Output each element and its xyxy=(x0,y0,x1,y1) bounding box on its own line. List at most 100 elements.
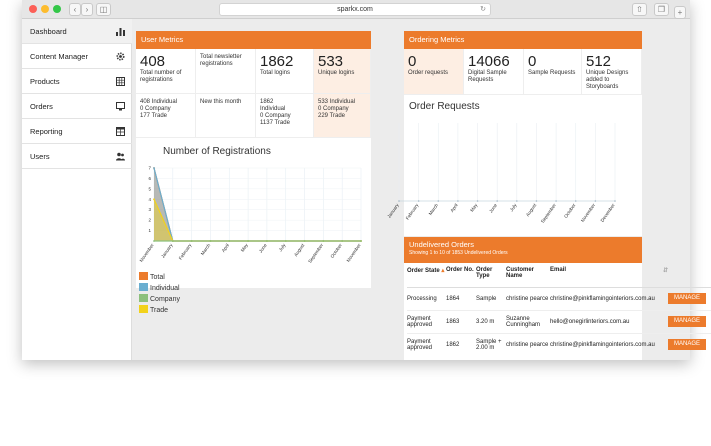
metric-registrations-breakdown: 408 Individual 0 Company 177 Trade xyxy=(136,94,196,138)
sidebar-item-users[interactable]: Users xyxy=(22,144,132,169)
metric-label: Total newsletter registrations xyxy=(200,54,242,67)
sidebar-item-dashboard[interactable]: Dashboard xyxy=(22,19,132,44)
column-header-email[interactable]: Email ⇵ xyxy=(550,267,668,274)
metric-total-registrations: 408 Total number of registrations xyxy=(136,49,196,94)
metric-value: 408 xyxy=(140,53,166,70)
reload-icon[interactable]: ↻ xyxy=(480,6,486,13)
order-requests-chart-title: Order Requests xyxy=(409,101,480,112)
address-url: sparkx.com xyxy=(337,6,373,13)
metric-label: Digital Sample Requests xyxy=(468,70,507,83)
forward-icon[interactable]: › xyxy=(81,3,93,16)
undelivered-orders-header: Undelivered Orders Showing 1 to 10 of 18… xyxy=(404,237,642,263)
column-header-customer-name[interactable]: Customer Name xyxy=(506,267,535,279)
metric-unique-designs: 512 Unique Designs added to Storyboards xyxy=(582,49,642,95)
metric-line: New this month xyxy=(200,99,242,105)
metric-line: 408 Individual xyxy=(140,99,178,105)
order-no: 1862 xyxy=(446,341,460,348)
metric-total-logins: 1862 Total logins xyxy=(256,49,314,94)
metric-label: Total number of registrations xyxy=(140,70,182,83)
metric-label: Total logins xyxy=(260,70,291,76)
browser-titlebar: ‹ › ◫ sparkx.com ↻ ⇧ ❐ + xyxy=(22,0,690,19)
metric-line: 177 Trade xyxy=(140,113,168,119)
table-row: Payment approved 1862 Sample + 2.00 m ch… xyxy=(407,333,711,356)
sidebar-item-label: Products xyxy=(30,77,60,86)
sidebar-item-label: Dashboard xyxy=(30,27,67,36)
table-row: Processing 1864 Sample christine pearce … xyxy=(407,287,711,310)
sidebar-item-orders[interactable]: Orders xyxy=(22,94,132,119)
legend-individual: Individual xyxy=(139,283,180,293)
column-header-action xyxy=(668,265,711,287)
sidebar-item-label: Content Manager xyxy=(30,52,88,61)
user-metrics-panel: User Metrics 408 Total number of registr… xyxy=(136,31,371,288)
metric-value: 14066 xyxy=(468,53,510,70)
metric-line: 229 Trade xyxy=(318,113,346,119)
column-header-order-type[interactable]: Order Type xyxy=(476,267,493,279)
metric-digital-sample-requests: 14066 Digital Sample Requests xyxy=(464,49,524,95)
sidebar-item-label: Reporting xyxy=(30,127,63,136)
gear-icon xyxy=(116,52,125,61)
sidebar-item-products[interactable]: Products xyxy=(22,69,132,94)
sidebar-toggle-icon[interactable]: ◫ xyxy=(96,3,111,16)
manage-button[interactable]: MANAGE xyxy=(668,316,707,327)
metric-logins-breakdown: 1862 Individual 0 Company 1137 Trade xyxy=(256,94,314,138)
metric-new-this-month: New this month xyxy=(196,94,256,138)
zoom-window-icon[interactable] xyxy=(53,5,61,13)
legend-swatch xyxy=(139,272,148,280)
legend-company: Company xyxy=(139,294,180,304)
table-header-row: Order State ▴ Order No. Order Type Custo… xyxy=(407,265,711,287)
back-icon[interactable]: ‹ xyxy=(69,3,81,16)
main-content: User Metrics 408 Total number of registr… xyxy=(132,19,711,360)
address-bar[interactable]: sparkx.com ↻ xyxy=(219,3,491,16)
manage-button[interactable]: MANAGE xyxy=(668,293,707,304)
share-icon[interactable]: ⇧ xyxy=(632,3,647,16)
metric-value: 512 xyxy=(586,53,612,70)
sidebar-item-label: Users xyxy=(30,152,50,161)
customer-email: christine@pinkflamingointeriors.com.au xyxy=(550,295,655,302)
new-tab-icon[interactable]: + xyxy=(674,6,686,19)
order-type: 3.20 m xyxy=(476,318,495,325)
metric-line: Individual xyxy=(260,106,286,112)
undelivered-orders-count: Showing 1 to 10 of 1853 Undelivered Orde… xyxy=(409,250,508,256)
users-icon xyxy=(116,152,125,161)
monitor-icon xyxy=(116,102,125,111)
metric-value: 533 xyxy=(318,53,344,70)
metric-line: 0 Company xyxy=(260,113,291,119)
order-type: Sample + 2.00 m xyxy=(476,338,502,351)
manage-button[interactable]: MANAGE xyxy=(668,339,707,351)
tabs-icon[interactable]: ❐ xyxy=(654,3,669,16)
customer-email: hello@onegirlinteriors.com.au xyxy=(550,318,630,325)
metric-label: Unique logins xyxy=(318,70,355,76)
metric-line: 0 Company xyxy=(318,106,349,112)
legend-swatch xyxy=(139,305,148,313)
customer-name: Suzanne Cunningham xyxy=(506,315,541,328)
close-window-icon[interactable] xyxy=(29,5,37,13)
metric-line: 1137 Trade xyxy=(260,120,290,126)
sidebar: Dashboard Content Manager Products Order… xyxy=(22,19,132,360)
legend-swatch xyxy=(139,294,148,302)
undelivered-orders-title: Undelivered Orders xyxy=(409,240,475,249)
metric-line: 1862 xyxy=(260,99,274,105)
grid-icon xyxy=(116,77,125,86)
metric-label: Unique Designs added to Storyboards xyxy=(586,70,629,90)
sidebar-item-label: Orders xyxy=(30,102,53,111)
metric-label: Sample Requests xyxy=(528,70,576,76)
column-header-order-no[interactable]: Order No. xyxy=(446,267,474,273)
legend-total: Total xyxy=(139,272,165,282)
bar-chart-icon xyxy=(116,28,125,36)
order-state: Payment approved xyxy=(407,315,433,328)
order-no: 1863 xyxy=(446,318,460,325)
sidebar-item-content-manager[interactable]: Content Manager xyxy=(22,44,132,69)
metric-unique-logins: 533 Unique logins xyxy=(314,49,371,94)
customer-name: christine pearce xyxy=(506,341,549,348)
sidebar-item-reporting[interactable]: Reporting xyxy=(22,119,132,144)
order-state: Processing xyxy=(407,295,437,302)
minimize-window-icon[interactable] xyxy=(41,5,49,13)
metric-unique-logins-breakdown: 533 Individual 0 Company 229 Trade xyxy=(314,94,371,138)
metric-sample-requests: 0 Sample Requests xyxy=(524,49,582,95)
ordering-metrics-title: Ordering Metrics xyxy=(404,31,642,49)
legend-trade: Trade xyxy=(139,305,168,315)
column-header-order-state[interactable]: Order State ▴ xyxy=(407,268,445,274)
metric-value: 1862 xyxy=(260,53,294,70)
metric-label: Order requests xyxy=(408,70,449,76)
sort-icon: ⇵ xyxy=(662,268,668,274)
